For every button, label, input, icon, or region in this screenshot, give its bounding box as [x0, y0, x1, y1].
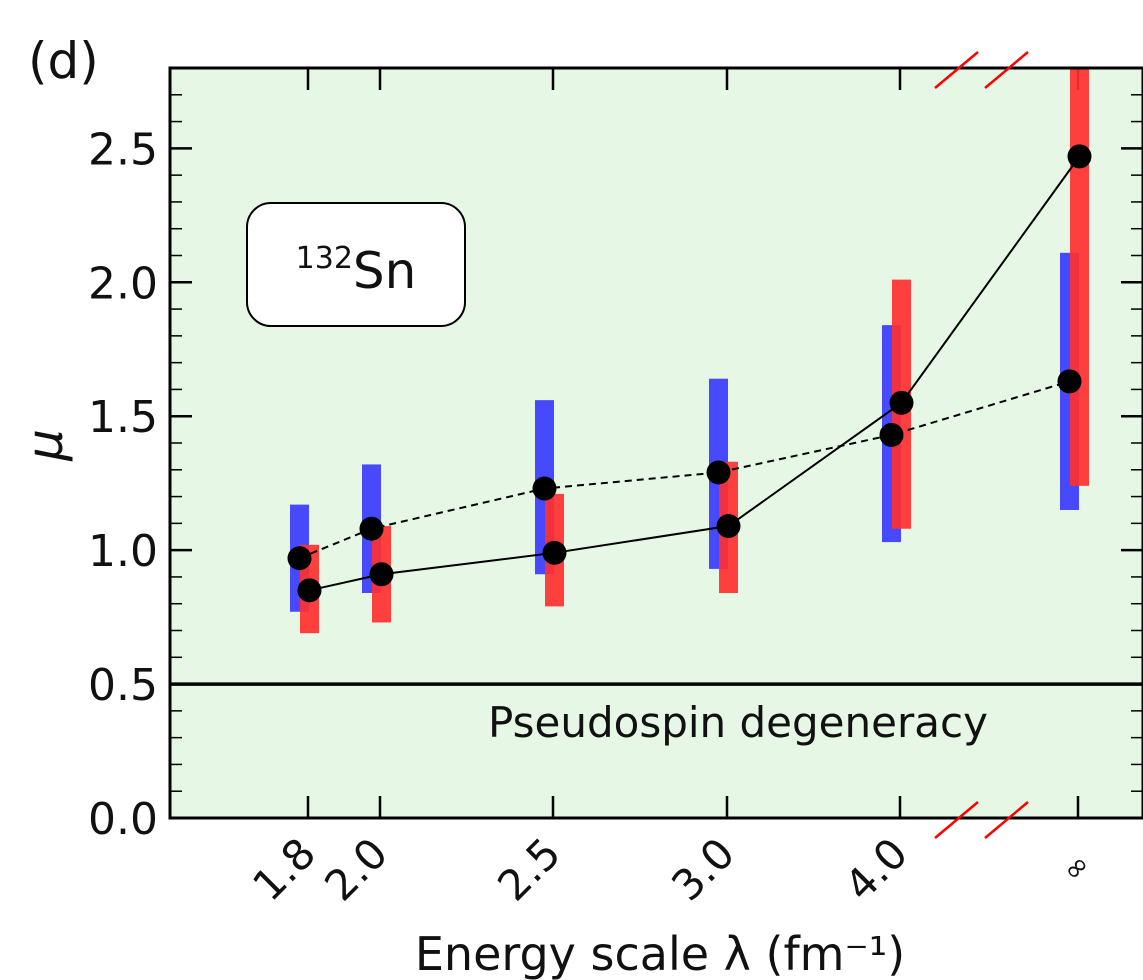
- data-point: [889, 390, 914, 415]
- data-point: [287, 546, 312, 571]
- nucleus-mass-number: 132: [296, 241, 353, 276]
- nucleus-symbol: Sn: [353, 242, 416, 300]
- dashed-series-line: [299, 380, 1070, 560]
- y-tick-label: 1.0: [88, 526, 158, 577]
- y-axis-label: μ: [16, 429, 74, 462]
- panel-label: (d): [28, 32, 99, 90]
- data-point: [879, 422, 904, 447]
- data-point: [716, 514, 741, 539]
- x-tick-labels: 1.82.0 2.5 3.0 4.0 ∞: [243, 828, 1097, 910]
- data-points: [287, 144, 1092, 603]
- data-point: [359, 516, 384, 541]
- y-tick-label: 1.5: [88, 392, 158, 443]
- data-point: [542, 540, 567, 565]
- axis-break-mark: [934, 51, 979, 89]
- data-point: [532, 476, 557, 501]
- y-tick-label: 0.5: [88, 660, 158, 711]
- x-tick-label: 4.0: [835, 828, 917, 910]
- y-tick-label: 2.0: [88, 258, 158, 309]
- data-point: [1067, 144, 1092, 169]
- x-tick-label: 2.5: [488, 828, 570, 910]
- red-error-bar: [1070, 68, 1089, 486]
- nucleus-box: 132Sn: [246, 202, 466, 327]
- svg-text:132Sn: 132Sn: [296, 241, 417, 300]
- x-tick-label: 2.0: [315, 828, 397, 910]
- axis-break-mark: [984, 51, 1029, 89]
- series-lines: [299, 155, 1081, 592]
- x-tick-label: 1.8: [243, 828, 325, 910]
- data-point: [706, 460, 731, 485]
- axis-breaks: [934, 51, 1029, 839]
- plot-background: [170, 68, 1143, 818]
- x-axis-label: Energy scale λ (fm⁻¹): [415, 927, 905, 980]
- data-point: [1057, 369, 1082, 394]
- reference-line-label: Pseudospin degeneracy: [488, 698, 988, 747]
- data-point: [369, 562, 394, 587]
- y-tick-label: 0.0: [88, 794, 158, 845]
- y-tick-labels: 0.0 0.5 1.0 1.5 2.0 2.5: [88, 124, 158, 845]
- solid-series-line: [309, 155, 1081, 592]
- x-tick-label: ∞: [1055, 847, 1097, 889]
- x-tick-label: 3.0: [662, 828, 744, 910]
- axis-break-mark: [984, 801, 1029, 839]
- axis-break-mark: [934, 801, 979, 839]
- y-tick-label: 2.5: [88, 124, 158, 175]
- data-point: [297, 578, 322, 603]
- plot-frame: [168, 66, 1143, 820]
